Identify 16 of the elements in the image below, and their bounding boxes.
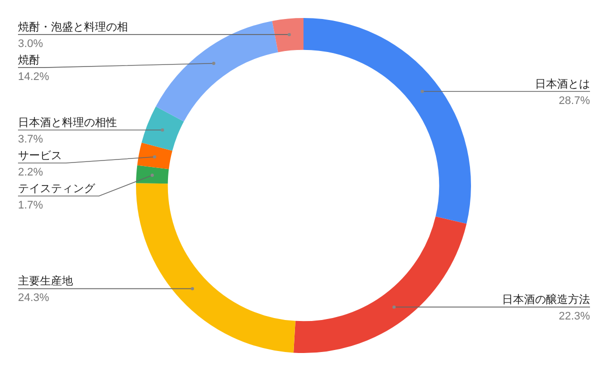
data-label: 28.7% bbox=[558, 94, 590, 107]
data-label: 3.0% bbox=[18, 38, 44, 50]
slice-label: 主要生産地 bbox=[18, 274, 73, 288]
slice-label: 日本酒とは bbox=[535, 77, 590, 90]
data-label: 24.3% bbox=[18, 292, 50, 304]
slice-label: 焼酎 bbox=[18, 54, 40, 67]
slice-label: テイスティング bbox=[18, 182, 96, 195]
slice-label: 日本酒の醸造方法 bbox=[502, 293, 590, 306]
data-label: 1.7% bbox=[18, 200, 44, 212]
slice-label: 日本酒と料理の相性 bbox=[18, 116, 117, 129]
slice-label: サービス bbox=[18, 150, 62, 162]
data-label: 14.2% bbox=[18, 71, 50, 84]
slice-label: 焼酎・泡盛と料理の相 bbox=[18, 20, 128, 34]
data-label: 3.7% bbox=[18, 134, 44, 146]
data-label: 22.3% bbox=[558, 310, 590, 323]
data-label: 2.2% bbox=[18, 166, 44, 179]
